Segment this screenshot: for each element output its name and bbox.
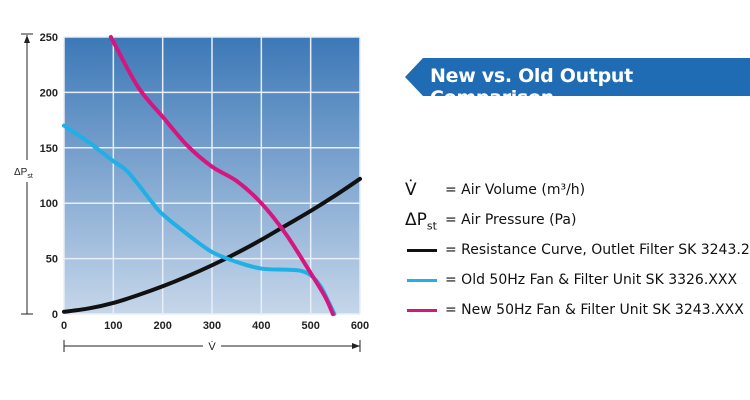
x-axis-label: V̇ — [208, 340, 216, 353]
x-tick-label: 100 — [104, 320, 122, 332]
pressure-text: = Air Pressure (Pa) — [445, 212, 577, 228]
x-tick-label: 300 — [203, 320, 221, 332]
x-tick-label: 600 — [351, 320, 369, 332]
pressure-symbol-sub: st — [426, 219, 437, 233]
resistance-curve — [62, 176, 362, 314]
pressure-symbol-main: ΔP — [405, 210, 427, 230]
chart-title: New vs. Old Output Comparison — [430, 65, 633, 109]
y-tick-label: 200 — [40, 87, 58, 99]
new-text: = New 50Hz Fan & Filter Unit SK 3243.XXX — [445, 302, 744, 318]
volume-symbol: V̇ — [405, 180, 417, 200]
y-tick-label: 150 — [40, 143, 58, 155]
y-tick-label: 0 — [52, 309, 58, 321]
x-tick-label: 0 — [61, 320, 67, 332]
resistance-text: = Resistance Curve, Outlet Filter SK 324… — [445, 242, 750, 258]
x-tick-label: 400 — [252, 320, 270, 332]
new-swatch — [407, 309, 437, 312]
y-tick-label: 50 — [46, 254, 58, 266]
volume-text: = Air Volume (m³/h) — [445, 182, 586, 198]
y-tick-label: 250 — [40, 32, 58, 44]
old-swatch — [407, 279, 437, 282]
old-text: = Old 50Hz Fan & Filter Unit SK 3326.XXX — [445, 272, 738, 288]
title-banner: New vs. Old Output Comparison — [405, 58, 750, 96]
x-tick-label: 500 — [301, 320, 319, 332]
y-axis-label: ΔPst — [14, 167, 33, 180]
y-tick-label: 100 — [40, 198, 58, 210]
pressure-symbol: ΔPst — [405, 210, 450, 232]
x-tick-label: 200 — [153, 320, 171, 332]
new-fan-curve — [108, 35, 335, 316]
resistance-swatch — [407, 249, 437, 252]
